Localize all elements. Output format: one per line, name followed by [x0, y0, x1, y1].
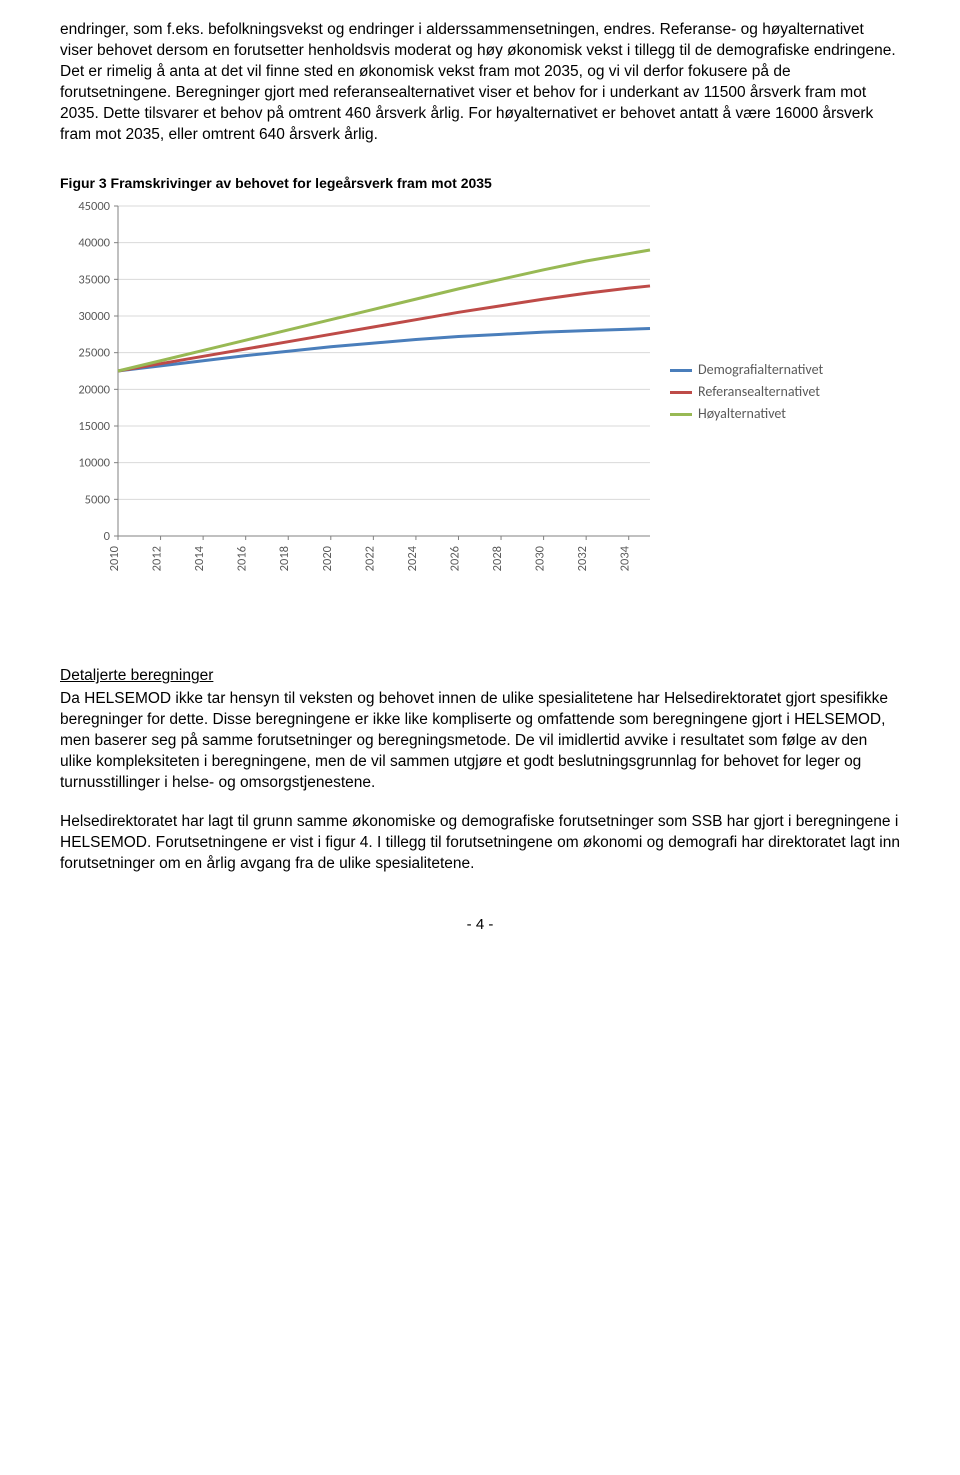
- figure-title: Figur 3 Framskrivinger av behovet for le…: [60, 174, 900, 193]
- page-number: - 4 -: [60, 915, 900, 935]
- svg-text:45000: 45000: [78, 199, 110, 214]
- svg-text:2032: 2032: [575, 546, 590, 571]
- svg-text:2010: 2010: [107, 546, 122, 572]
- legend-swatch: [670, 391, 692, 394]
- svg-text:2018: 2018: [277, 546, 292, 571]
- svg-text:15000: 15000: [78, 419, 110, 434]
- legend-swatch: [670, 369, 692, 372]
- svg-text:2022: 2022: [362, 546, 377, 571]
- svg-text:2026: 2026: [447, 546, 462, 571]
- svg-text:20000: 20000: [78, 383, 110, 398]
- svg-text:10000: 10000: [78, 456, 110, 471]
- svg-text:25000: 25000: [78, 346, 110, 361]
- legend-label: Høyalternativet: [698, 405, 786, 424]
- svg-text:35000: 35000: [78, 273, 110, 288]
- detail-paragraph-1: Da HELSEMOD ikke tar hensyn til veksten …: [60, 689, 900, 794]
- legend-item: Referansealternativet: [670, 383, 823, 402]
- svg-text:2034: 2034: [618, 546, 633, 572]
- svg-text:2014: 2014: [192, 546, 207, 572]
- svg-text:2020: 2020: [320, 546, 335, 572]
- section-heading: Detaljerte beregninger: [60, 666, 900, 687]
- chart-legend: Demografialternativet Referansealternativ…: [670, 361, 823, 427]
- detail-paragraph-2: Helsedirektoratet har lagt til grunn sam…: [60, 812, 900, 875]
- svg-text:2028: 2028: [490, 546, 505, 571]
- svg-text:2016: 2016: [235, 546, 250, 571]
- legend-label: Demografialternativet: [698, 361, 823, 380]
- svg-text:0: 0: [104, 529, 111, 544]
- intro-paragraph: endringer, som f.eks. befolkningsvekst o…: [60, 20, 900, 146]
- svg-text:5000: 5000: [85, 493, 111, 508]
- legend-item: Demografialternativet: [670, 361, 823, 380]
- legend-label: Referansealternativet: [698, 383, 820, 402]
- line-chart: 0 5000 10000 15000 20000 25000 30000 35000 40000…: [60, 196, 660, 616]
- svg-text:30000: 30000: [78, 309, 110, 324]
- legend-swatch: [670, 413, 692, 416]
- chart-container: 0 5000 10000 15000 20000 25000 30000 35000 40000…: [60, 196, 900, 616]
- legend-item: Høyalternativet: [670, 405, 823, 424]
- svg-text:40000: 40000: [78, 236, 110, 251]
- svg-text:2030: 2030: [533, 546, 548, 572]
- svg-text:2012: 2012: [150, 546, 165, 571]
- svg-text:2024: 2024: [405, 546, 420, 572]
